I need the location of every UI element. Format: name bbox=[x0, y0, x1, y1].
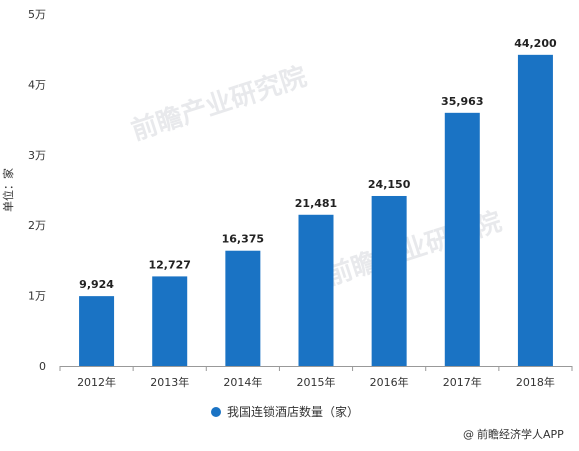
x-tick-label: 2018年 bbox=[516, 375, 555, 389]
y-axis-label: 单位：家 bbox=[1, 168, 15, 212]
data-label: 9,924 bbox=[79, 278, 114, 291]
legend-label: 我国连锁酒店数量（家） bbox=[227, 404, 359, 419]
y-tick-label: 1万 bbox=[28, 290, 46, 303]
y-tick-label: 5万 bbox=[28, 8, 46, 21]
bar bbox=[517, 54, 553, 366]
watermark-text: 前瞻产业研究院 bbox=[128, 61, 311, 147]
x-tick-label: 2014年 bbox=[223, 375, 262, 389]
y-tick-label: 2万 bbox=[28, 219, 46, 232]
x-tick-label: 2013年 bbox=[150, 375, 189, 389]
bar bbox=[298, 214, 334, 366]
y-tick-label: 3万 bbox=[28, 149, 46, 162]
x-axis-ticks: 2012年 2013年 2014年 2015年 2016年 2017年 2018年 bbox=[59, 366, 573, 389]
y-axis-ticks: 0 1万 2万 3万 4万 5万 bbox=[28, 8, 46, 373]
data-labels-group: 9,924 12,727 16,375 21,481 24,150 35,963 44,20… bbox=[79, 37, 557, 291]
bar bbox=[79, 296, 115, 366]
y-tick-label: 4万 bbox=[28, 78, 46, 91]
data-label: 12,727 bbox=[148, 258, 190, 271]
legend-marker bbox=[211, 407, 221, 417]
data-label: 16,375 bbox=[222, 233, 264, 246]
y-tick-label: 0 bbox=[39, 360, 46, 373]
bars-group bbox=[79, 54, 553, 366]
data-label: 24,150 bbox=[368, 178, 411, 191]
bar bbox=[225, 250, 261, 366]
bar bbox=[444, 112, 480, 366]
data-label: 21,481 bbox=[295, 197, 337, 210]
data-label: 35,963 bbox=[441, 95, 483, 108]
data-label: 44,200 bbox=[514, 37, 557, 50]
x-tick-label: 2017年 bbox=[443, 375, 482, 389]
x-tick-label: 2012年 bbox=[77, 375, 116, 389]
x-tick-label: 2015年 bbox=[297, 375, 336, 389]
legend: 我国连锁酒店数量（家） bbox=[211, 404, 359, 419]
at-icon: @ bbox=[463, 428, 474, 441]
credit-text: 前瞻经济学人APP bbox=[477, 427, 564, 441]
x-tick-label: 2016年 bbox=[370, 375, 409, 389]
bar bbox=[152, 276, 188, 366]
credit: @ 前瞻经济学人APP bbox=[463, 427, 564, 441]
bar bbox=[371, 195, 407, 366]
